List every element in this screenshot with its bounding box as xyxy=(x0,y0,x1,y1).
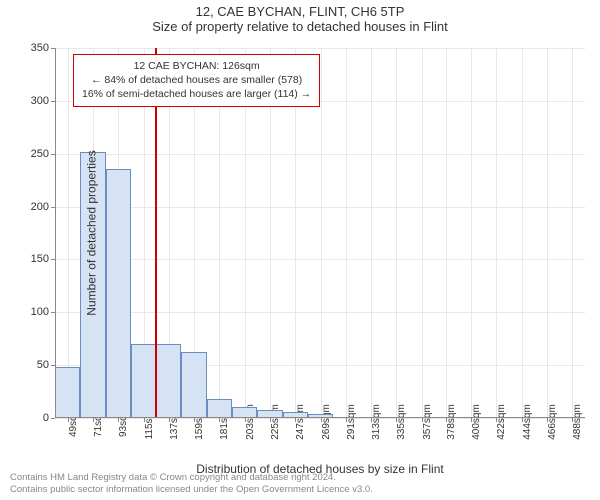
y-tick-label: 50 xyxy=(37,359,49,371)
histogram-bar xyxy=(106,169,131,418)
x-tick-label: 313sqm xyxy=(371,404,382,440)
footer: Contains HM Land Registry data © Crown c… xyxy=(10,472,373,496)
histogram-chart: 05010015020025030035049sqm71sqm93sqm115s… xyxy=(55,48,585,418)
x-tick-label: 466sqm xyxy=(547,404,558,440)
annotation-line-3: 16% of semi-detached houses are larger (… xyxy=(82,87,311,101)
histogram-bar xyxy=(207,399,232,418)
page-title: 12, CAE BYCHAN, FLINT, CH6 5TP xyxy=(0,4,600,19)
x-tick-label: 247sqm xyxy=(295,404,306,440)
x-tick-label: 269sqm xyxy=(321,404,332,440)
footer-line-2: Contains public sector information licen… xyxy=(10,484,373,496)
x-tick-label: 378sqm xyxy=(446,404,457,440)
footer-line-1: Contains HM Land Registry data © Crown c… xyxy=(10,472,373,484)
annotation-line-1: 12 CAE BYCHAN: 126sqm xyxy=(82,59,311,73)
y-tick-label: 250 xyxy=(31,148,49,160)
x-tick-label: 357sqm xyxy=(422,404,433,440)
y-tick-label: 350 xyxy=(31,42,49,54)
x-tick-label: 488sqm xyxy=(572,404,583,440)
x-tick-label: 400sqm xyxy=(471,404,482,440)
histogram-bar xyxy=(131,344,156,418)
y-axis-title: Number of detached properties xyxy=(85,150,99,315)
x-tick-label: 291sqm xyxy=(346,404,357,440)
y-tick-label: 300 xyxy=(31,95,49,107)
histogram-bar xyxy=(181,352,206,418)
annotation-line-2: ← 84% of detached houses are smaller (57… xyxy=(82,73,311,87)
histogram-bar xyxy=(55,367,80,418)
x-tick-label: 335sqm xyxy=(396,404,407,440)
y-tick-label: 0 xyxy=(43,412,49,424)
page-subtitle: Size of property relative to detached ho… xyxy=(0,19,600,34)
x-tick-label: 422sqm xyxy=(496,404,507,440)
y-tick-label: 150 xyxy=(31,253,49,265)
y-tick-label: 100 xyxy=(31,306,49,318)
histogram-bar xyxy=(156,344,181,418)
annotation-box: 12 CAE BYCHAN: 126sqm ← 84% of detached … xyxy=(73,54,320,107)
y-tick-label: 200 xyxy=(31,201,49,213)
x-tick-label: 444sqm xyxy=(522,404,533,440)
